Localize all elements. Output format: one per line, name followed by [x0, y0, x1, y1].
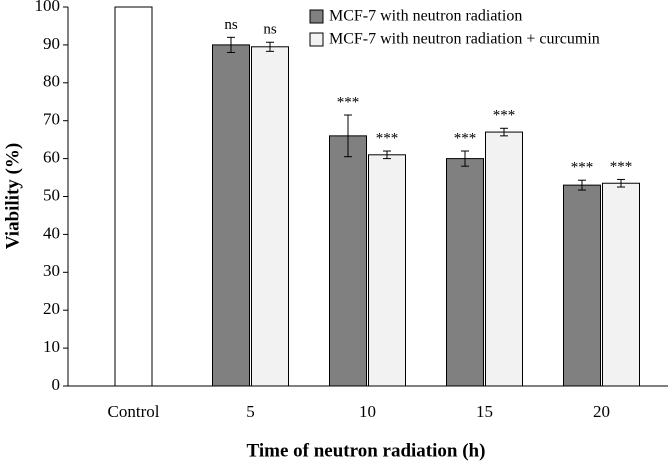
- x-tick-label: 5: [246, 402, 255, 421]
- y-axis-title: Viability (%): [2, 143, 23, 249]
- y-tick-label: 70: [43, 110, 60, 129]
- x-axis-title: Time of neutron radiation (h): [247, 440, 486, 461]
- bar: [114, 6, 153, 387]
- annotation: ***: [337, 94, 360, 110]
- bar: [329, 135, 367, 387]
- y-tick-label: 60: [43, 148, 60, 167]
- bar: [446, 158, 484, 387]
- x-tick-label: Control: [108, 402, 160, 421]
- annotation: ns: [224, 17, 238, 33]
- y-tick-label: 0: [52, 375, 61, 394]
- y-tick-label: 30: [43, 261, 60, 280]
- annotation: ***: [610, 159, 633, 175]
- legend-swatch: [309, 32, 324, 47]
- bar: [251, 46, 289, 387]
- annotation: ***: [454, 130, 477, 146]
- y-tick-label: 20: [43, 299, 60, 318]
- y-tick-label: 40: [43, 223, 60, 242]
- y-tick-label: 10: [43, 337, 60, 356]
- bar: [212, 44, 250, 387]
- y-tick-label: 80: [43, 72, 60, 91]
- legend-swatch: [309, 9, 324, 24]
- x-tick-label: 15: [476, 402, 493, 421]
- legend-text: MCF-7 with neutron radiation: [329, 8, 522, 25]
- legend-text: MCF-7 with neutron radiation + curcumin: [329, 31, 600, 48]
- x-tick-label: 10: [359, 402, 376, 421]
- annotation: ***: [493, 108, 516, 124]
- x-tick-label: 20: [593, 402, 610, 421]
- annotation: ***: [571, 160, 594, 176]
- bar: [368, 154, 406, 387]
- bar: [563, 184, 601, 387]
- annotation: ***: [376, 130, 399, 146]
- bar: [485, 131, 523, 387]
- y-tick-label: 50: [43, 185, 60, 204]
- bar: [602, 182, 640, 387]
- annotation: ns: [263, 22, 277, 38]
- y-tick-label: 90: [43, 34, 60, 53]
- y-tick-label: 100: [35, 0, 61, 15]
